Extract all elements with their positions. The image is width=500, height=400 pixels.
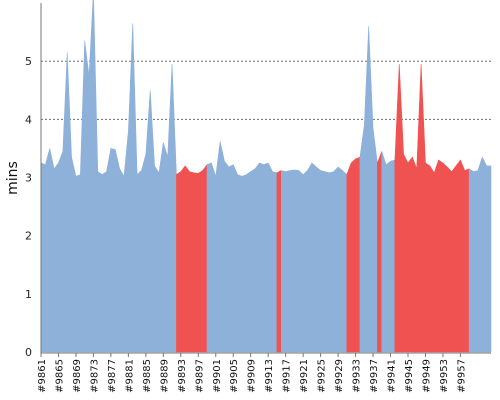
normal-area-segment-4 xyxy=(280,162,348,353)
x-tick-label-9929: #9929 xyxy=(334,359,345,393)
area-layer xyxy=(40,0,492,353)
normal-area-segment-8 xyxy=(381,151,396,353)
x-tick-label-9905: #9905 xyxy=(229,359,240,393)
normal-area-segment-0 xyxy=(40,0,177,353)
x-tick-label-9921: #9921 xyxy=(299,359,310,393)
y-tick-label-3: 3 xyxy=(25,172,32,185)
x-tick-label-9889: #9889 xyxy=(159,359,170,393)
x-tick-label-9909: #9909 xyxy=(247,359,258,393)
x-tick-label-9881: #9881 xyxy=(124,359,135,393)
x-tick-label-9861: #9861 xyxy=(37,359,48,393)
x-tick-label-9917: #9917 xyxy=(282,359,293,393)
x-tick-label-9877: #9877 xyxy=(107,359,118,393)
x-tick-label-9949: #9949 xyxy=(421,359,432,393)
highlight-area-segment-9 xyxy=(394,64,470,353)
highlight-area-segment-3 xyxy=(276,170,282,353)
normal-area-segment-10 xyxy=(468,156,492,353)
x-tick-label-9953: #9953 xyxy=(439,359,450,393)
x-tick-label-9873: #9873 xyxy=(89,359,100,393)
axis-layer: 0 1 2 3 4 5 #9861 #9865 #9869 #9873 #9877 #9881 #988… xyxy=(25,3,491,393)
x-tick-label-9865: #9865 xyxy=(54,359,65,393)
highlight-area-segment-1 xyxy=(176,163,208,353)
normal-area-segment-2 xyxy=(206,141,278,353)
y-tick-label-1: 1 xyxy=(25,288,32,301)
x-tick-label-9933: #9933 xyxy=(352,359,363,393)
x-tick-label-9885: #9885 xyxy=(142,359,153,393)
x-tick-label-9945: #9945 xyxy=(404,359,415,393)
x-tick-label-9869: #9869 xyxy=(72,359,83,393)
y-tick-label-4: 4 xyxy=(25,113,32,126)
highlight-area-segment-7 xyxy=(377,151,383,353)
y-tick-label-2: 2 xyxy=(25,230,32,243)
y-axis-title: mins xyxy=(5,161,21,195)
x-tick-label-9937: #9937 xyxy=(369,359,380,393)
y-tick-label-0: 0 xyxy=(25,346,32,359)
y-tick-label-5: 5 xyxy=(25,55,32,68)
normal-area-segment-6 xyxy=(359,26,378,353)
x-tick-label-9913: #9913 xyxy=(264,359,275,393)
x-tick-label-9897: #9897 xyxy=(194,359,205,393)
x-tick-label-9893: #9893 xyxy=(177,359,188,393)
x-tick-label-9941: #9941 xyxy=(387,359,398,393)
highlight-area-segment-5 xyxy=(346,156,361,353)
x-tick-label-9901: #9901 xyxy=(212,359,223,393)
x-tick-label-9957: #9957 xyxy=(456,359,467,393)
x-tick-label-9925: #9925 xyxy=(317,359,328,393)
